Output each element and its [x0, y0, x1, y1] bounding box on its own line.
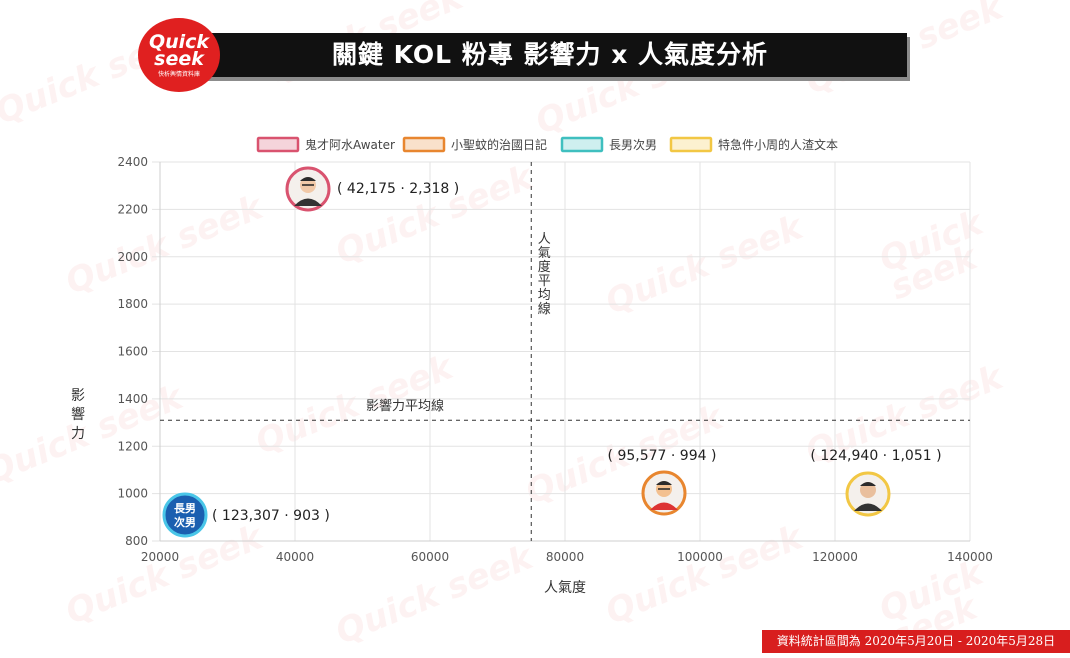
x-tick-label: 140000: [947, 550, 993, 564]
avatar-body: [650, 502, 678, 510]
y-axis-label-char: 力: [71, 426, 85, 442]
x-tick-label: 60000: [411, 550, 449, 564]
y-tick-label: 1000: [117, 487, 148, 501]
quickseek-logo: Quick seek 快析輿情資料庫: [138, 18, 220, 92]
avg-popularity-label-char: 度: [538, 259, 551, 275]
logo-line2: seek: [154, 48, 204, 70]
legend-swatch: [669, 136, 713, 153]
x-axis-label: 人氣度: [544, 580, 586, 596]
data-point: ( 95,577 · 994 ): [608, 448, 717, 516]
avg-popularity-label-char: 平: [538, 274, 551, 289]
legend-swatch: [256, 136, 300, 153]
y-tick-label: 1200: [117, 439, 148, 453]
legend-swatch: [560, 136, 604, 153]
data-point: 長男次男 ( 123,307 · 903 ): [162, 492, 330, 538]
point-label: ( 123,307 · 903 ): [212, 508, 330, 524]
legend-entry: 小聖蚊的治國日記: [451, 137, 547, 152]
legend-swatch: [402, 136, 446, 153]
x-tick-label: 100000: [677, 550, 723, 564]
logo-tagline: 快析輿情資料庫: [157, 71, 200, 78]
x-tick-label: 20000: [141, 550, 179, 564]
avg-popularity-label-char: 均: [538, 288, 551, 303]
avg-influence-label: 影響力平均線: [366, 398, 444, 414]
legend-entry: 長男次男: [609, 138, 657, 152]
y-tick-label: 1600: [117, 345, 148, 359]
y-tick-label: 2200: [117, 202, 148, 216]
avg-popularity-label-char: 線: [538, 301, 551, 317]
x-tick-label: 120000: [812, 550, 858, 564]
avatar-body: [294, 198, 322, 206]
y-tick-label: 1800: [117, 297, 148, 311]
avg-popularity-label-char: 氣: [538, 246, 551, 261]
data-point: ( 42,175 · 2,318 ): [285, 166, 459, 212]
badge-icon: [162, 492, 208, 538]
y-axis-label-char: 響: [71, 406, 85, 423]
y-tick-label: 2000: [117, 250, 148, 264]
avg-popularity-label-char: 人: [538, 232, 551, 247]
y-tick-label: 2400: [117, 155, 148, 169]
y-tick-label: 1400: [117, 392, 148, 406]
avatar-hair: [300, 177, 316, 181]
badge-text-bottom: 次男: [174, 515, 196, 529]
chart-title: 關鍵 KOL 粉專 影響力 x 人氣度分析: [331, 40, 769, 69]
logo-line1: Quick: [148, 31, 210, 53]
x-tick-label: 80000: [546, 550, 584, 564]
avatar-body: [854, 503, 882, 511]
badge-text-top: 長男: [174, 502, 196, 515]
x-tick-label: 40000: [276, 550, 314, 564]
point-label: ( 95,577 · 994 ): [608, 448, 717, 464]
avatar-hair: [656, 481, 672, 485]
point-label: ( 124,940 · 1,051 ): [810, 448, 941, 464]
point-label: ( 42,175 · 2,318 ): [337, 181, 459, 197]
y-axis-label-char: 影: [71, 388, 85, 404]
y-tick-label: 800: [125, 534, 148, 548]
date-range-footer: 資料統計區間為 2020年5月20日 - 2020年5月28日: [762, 630, 1070, 653]
title-bar: [176, 33, 907, 77]
data-point: ( 124,940 · 1,051 ): [810, 448, 942, 517]
avatar-hair: [860, 482, 876, 486]
legend-entry: 特急件小周的人渣文本: [718, 137, 838, 152]
legend-entry: 鬼才阿水Awater: [305, 137, 395, 152]
